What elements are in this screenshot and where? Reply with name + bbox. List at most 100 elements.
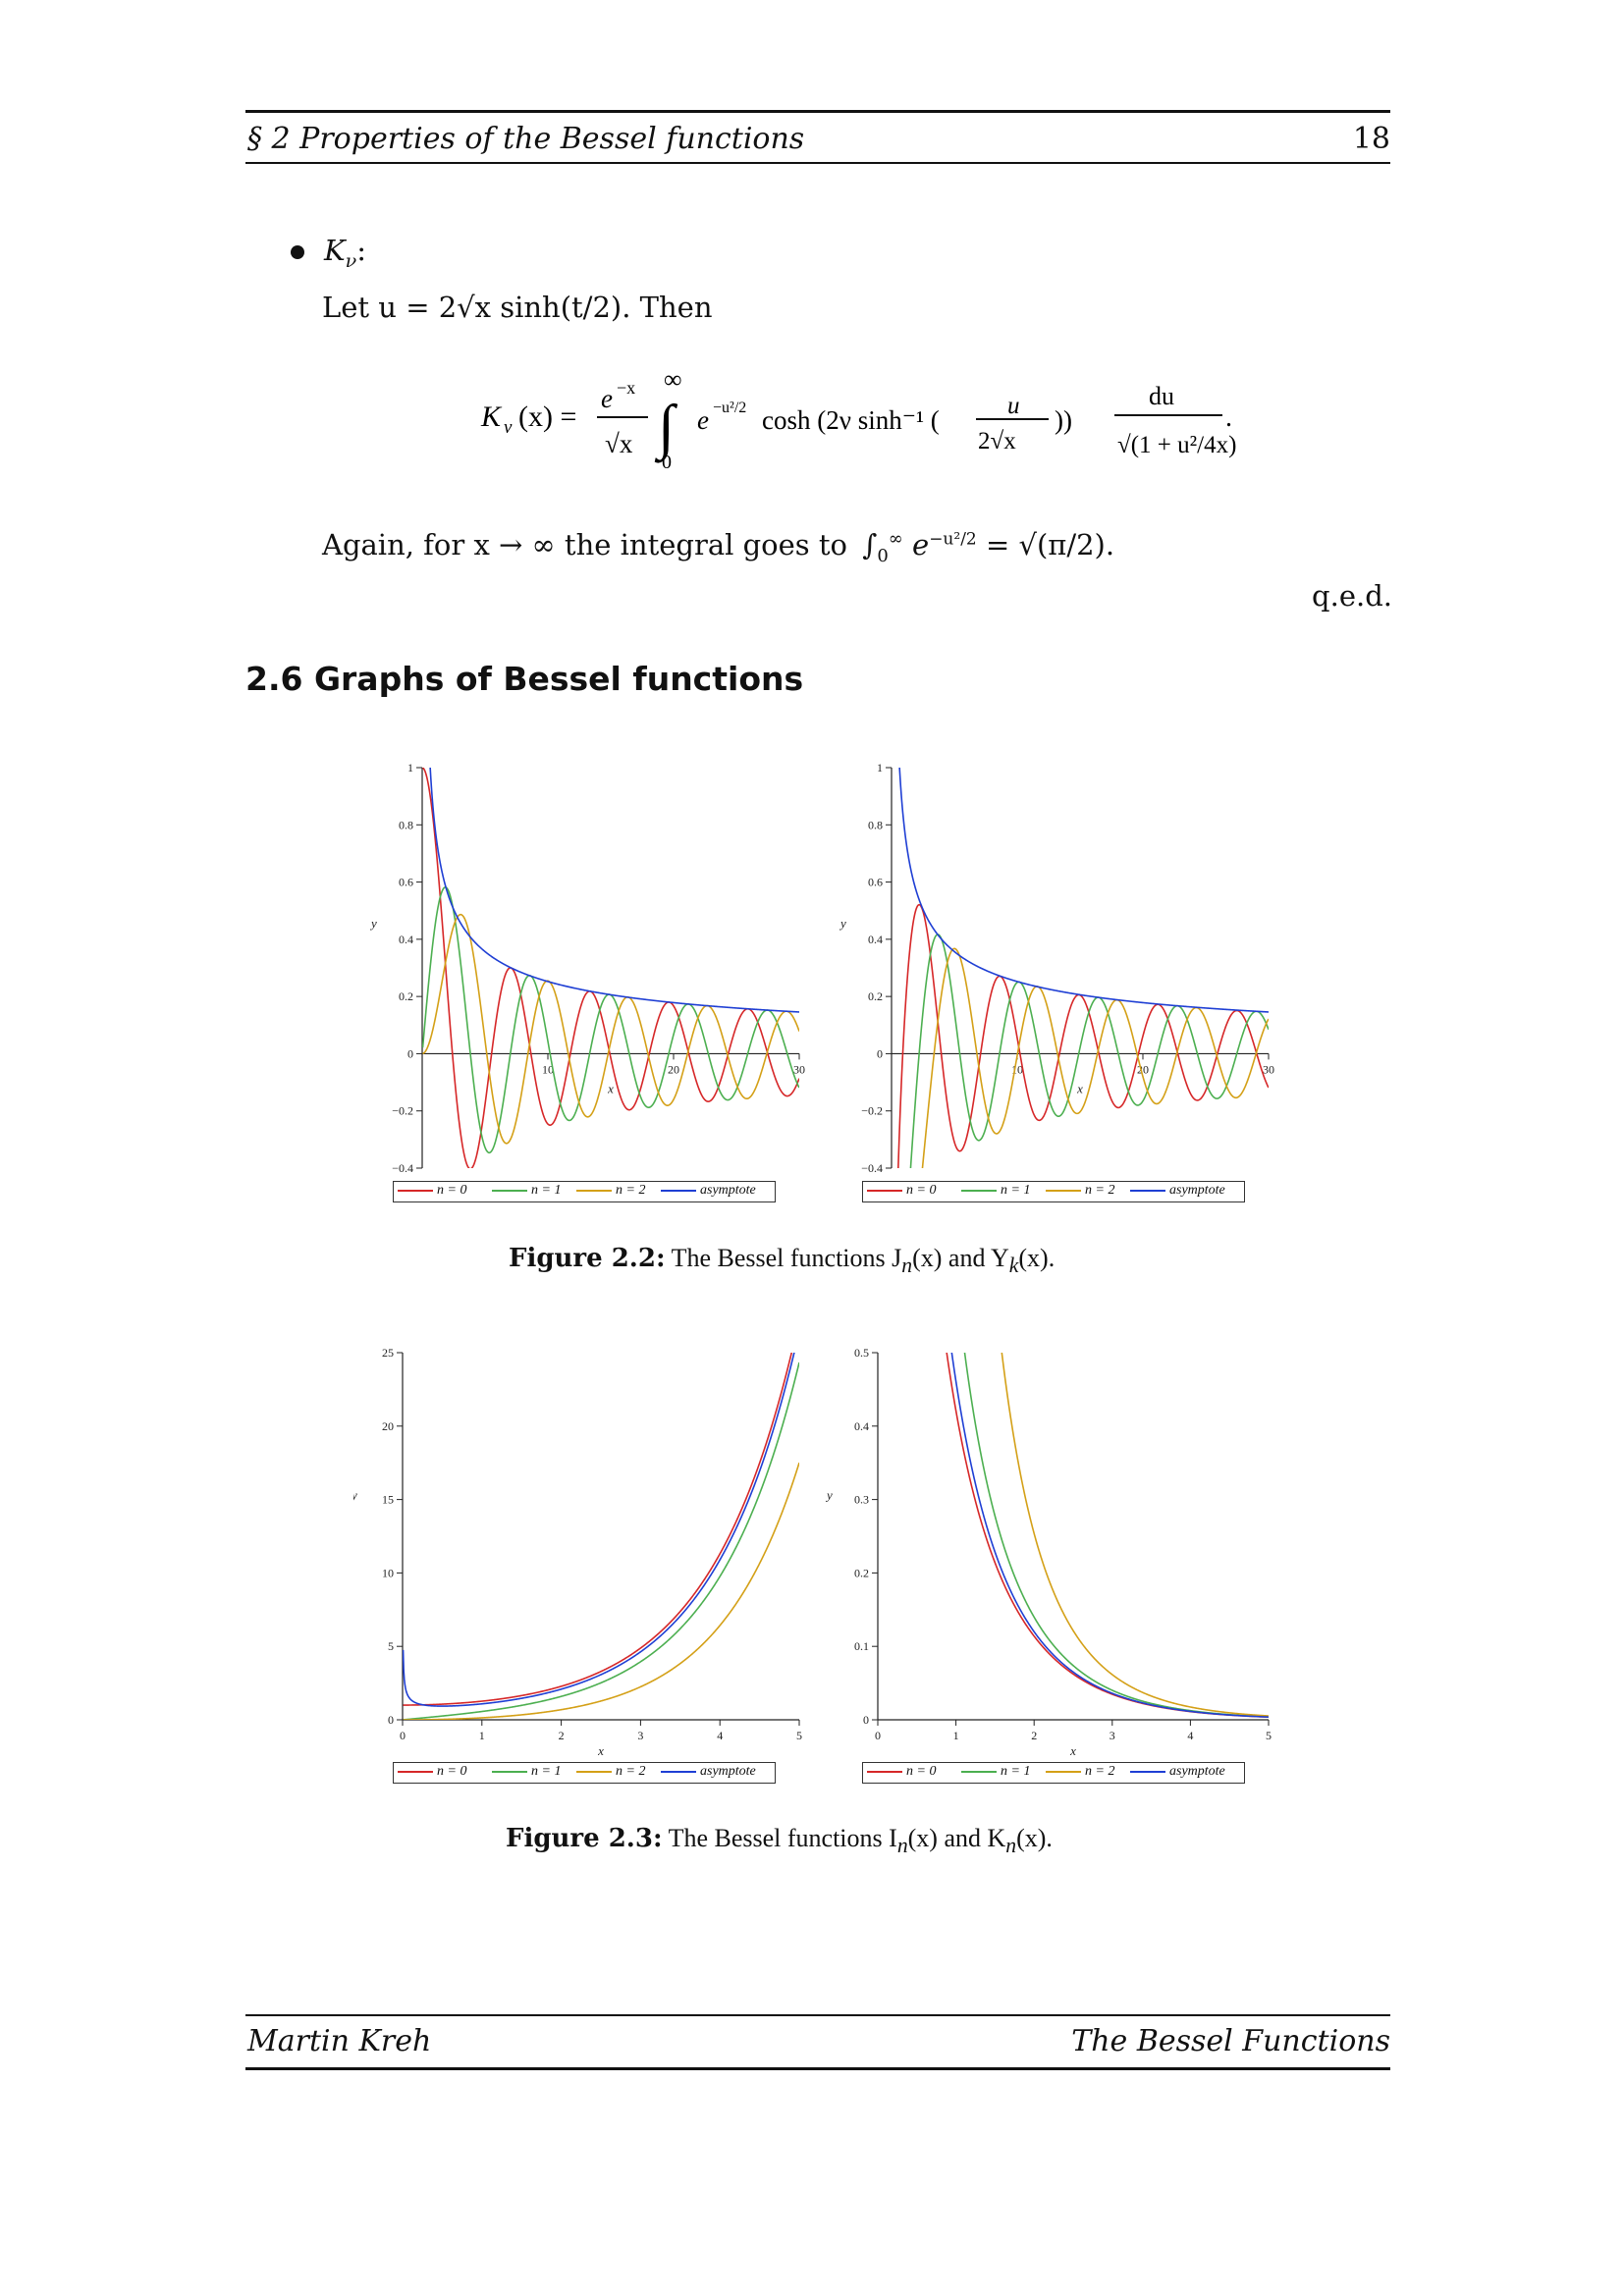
formula-sqrt: √(1 + u²/4x) bbox=[1117, 432, 1236, 458]
y-axis-label: y bbox=[825, 1488, 833, 1503]
x-tick-label: 0 bbox=[875, 1729, 881, 1742]
y-tick-label: −0.2 bbox=[861, 1104, 883, 1118]
y-tick-label: 25 bbox=[382, 1346, 394, 1360]
formula-e2-exp: −u²/2 bbox=[713, 400, 746, 416]
formula-frac-u: u bbox=[1007, 393, 1020, 419]
caption-fig23: Figure 2.3: The Bessel functions In(x) a… bbox=[506, 1824, 1053, 1858]
series-line-2 bbox=[403, 1462, 799, 1720]
y-tick-label: 0.3 bbox=[854, 1493, 869, 1507]
y-tick-label: 0 bbox=[407, 1046, 413, 1060]
legend-asym: asymptote bbox=[700, 1183, 756, 1198]
bullet-label: Kν: bbox=[324, 234, 367, 272]
y-tick-label: 20 bbox=[382, 1419, 394, 1433]
legend-n1: n = 1 bbox=[1001, 1764, 1031, 1779]
y-tick-label: 0.8 bbox=[399, 818, 413, 831]
legend-n2: n = 2 bbox=[1085, 1183, 1115, 1198]
formula-nu: ν bbox=[504, 417, 513, 438]
series-line-0 bbox=[403, 1353, 793, 1706]
x-tick-label: 0 bbox=[400, 1729, 406, 1742]
y-tick-label: 0.6 bbox=[399, 876, 413, 889]
y-tick-label: 0.2 bbox=[868, 989, 883, 1003]
chart-bessel-i: 0 5 10 15 20 25 0 1 2 3 4 5 x y bbox=[353, 1346, 802, 1758]
again-line: Again, for x → ∞ the integral goes to ∫0… bbox=[322, 528, 1114, 566]
legend-n0: n = 0 bbox=[906, 1764, 937, 1779]
running-header: § 2 Properties of the Bessel functions bbox=[247, 122, 805, 156]
y-tick-label: 0 bbox=[863, 1713, 869, 1727]
x-tick-label: 5 bbox=[1266, 1729, 1272, 1742]
footer-title: The Bessel Functions bbox=[1071, 2024, 1390, 2058]
footer-author: Martin Kreh bbox=[247, 2024, 432, 2058]
formula-lower: 0 bbox=[662, 452, 672, 473]
series-line-3 bbox=[403, 1353, 795, 1707]
series-line-3 bbox=[950, 1353, 1269, 1718]
formula-num-exp: −x bbox=[617, 378, 635, 398]
series-line-1 bbox=[403, 1362, 799, 1720]
again-math: ∫0∞ e−u²/2 = √(π/2). bbox=[862, 528, 1115, 566]
series-line-2 bbox=[921, 947, 1269, 1168]
x-axis-label: x bbox=[1076, 1081, 1083, 1095]
caption-fig23-text: The Bessel functions I bbox=[668, 1824, 897, 1852]
formula-cosh: cosh (2ν sinh⁻¹ ( bbox=[762, 405, 940, 435]
legend-fig22-left: n = 0 n = 1 n = 2 asymptote bbox=[393, 1181, 776, 1202]
y-tick-label: 0 bbox=[388, 1713, 394, 1727]
x-tick-label: 20 bbox=[668, 1062, 679, 1076]
formula-close: )) bbox=[1055, 405, 1072, 435]
series-line-1 bbox=[909, 934, 1269, 1168]
y-tick-label: 0 bbox=[877, 1046, 883, 1060]
y-tick-label: −0.4 bbox=[392, 1161, 413, 1175]
y-tick-label: 0.2 bbox=[854, 1566, 869, 1579]
legend-asym: asymptote bbox=[1169, 1183, 1225, 1198]
y-tick-label: 0.4 bbox=[854, 1419, 869, 1433]
formula-num: e bbox=[601, 384, 613, 413]
let-line: Let u = 2√x sinh(t/2). Then bbox=[322, 291, 713, 324]
series-line-0 bbox=[946, 1353, 1269, 1719]
legend-asym: asymptote bbox=[700, 1764, 756, 1779]
legend-asym: asymptote bbox=[1169, 1764, 1225, 1779]
series-line-3 bbox=[429, 768, 799, 1013]
x-tick-label: 10 bbox=[542, 1062, 554, 1076]
again-text: Again, for x → ∞ the integral goes to bbox=[322, 528, 848, 561]
caption-fig22-end: (x). bbox=[1018, 1244, 1056, 1272]
series-line-0 bbox=[422, 768, 799, 1168]
series-line-2 bbox=[1001, 1353, 1269, 1717]
y-axis-label: y bbox=[839, 916, 846, 931]
formula-integral: ∫ bbox=[654, 394, 678, 463]
caption-fig23-label: Figure 2.3: bbox=[506, 1824, 663, 1853]
chart-bessel-j: −0.4 −0.2 0 0.2 0.4 0.6 0.8 1 10 20 30 x y bbox=[369, 761, 805, 1175]
header-rule-top bbox=[245, 110, 1390, 113]
y-axis-label: y bbox=[353, 1488, 357, 1503]
x-axis-label: x bbox=[607, 1081, 614, 1095]
x-tick-label: 1 bbox=[479, 1729, 485, 1742]
x-tick-label: 2 bbox=[1031, 1729, 1037, 1742]
bullet-dot bbox=[291, 245, 304, 259]
y-tick-label: −0.2 bbox=[392, 1104, 413, 1118]
x-axis-label: x bbox=[1069, 1743, 1076, 1758]
caption-fig22-mid: (x) and Y bbox=[912, 1244, 1009, 1272]
y-tick-label: 5 bbox=[388, 1639, 394, 1653]
x-axis-label: x bbox=[597, 1743, 604, 1758]
caption-fig22-text: The Bessel functions J bbox=[671, 1244, 902, 1272]
formula-upper: ∞ bbox=[664, 365, 682, 394]
legend-n1: n = 1 bbox=[531, 1764, 562, 1779]
legend-fig22-right: n = 0 n = 1 n = 2 asymptote bbox=[862, 1181, 1245, 1202]
legend-n0: n = 0 bbox=[437, 1183, 467, 1198]
y-tick-label: 0.1 bbox=[854, 1639, 869, 1653]
formula-k: K bbox=[480, 400, 503, 433]
section-heading: 2.6 Graphs of Bessel functions bbox=[245, 660, 804, 698]
x-tick-label: 4 bbox=[1187, 1729, 1193, 1742]
bullet-label-k: K bbox=[324, 234, 346, 267]
y-tick-label: 10 bbox=[382, 1566, 394, 1579]
footer-rule-bottom bbox=[245, 2067, 1390, 2070]
formula-period: . bbox=[1225, 402, 1232, 433]
y-tick-label: 1 bbox=[407, 761, 413, 774]
y-tick-label: 0.4 bbox=[868, 933, 883, 946]
legend-n1: n = 1 bbox=[1001, 1183, 1031, 1198]
y-tick-label: 0.8 bbox=[868, 818, 883, 831]
caption-fig22-label: Figure 2.2: bbox=[509, 1244, 666, 1273]
caption-fig23-mid: (x) and K bbox=[907, 1824, 1006, 1852]
caption-fig23-end: (x). bbox=[1016, 1824, 1053, 1852]
y-tick-label: 15 bbox=[382, 1493, 394, 1507]
x-tick-label: 3 bbox=[1110, 1729, 1115, 1742]
k-integral-formula: K ν (x) = e −x √x ∞ ∫ 0 e −u²/2 cosh (2ν… bbox=[480, 365, 1236, 473]
